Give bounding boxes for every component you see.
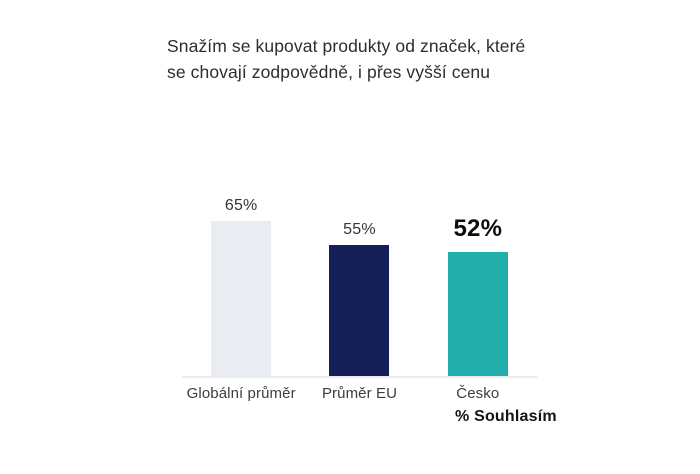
bar-value-label: 65% (224, 197, 258, 214)
category-labels-row: Globální průměr Průměr EU Česko (182, 378, 537, 402)
footnote-label: % Souhlasím (455, 408, 557, 425)
bar-category-label: Průměr EU (321, 385, 398, 402)
bar-value-label: 52% (453, 215, 503, 242)
chart-title: Snažím se kupovat produkty od značek, kt… (167, 36, 526, 82)
bar-group-1: 65% (182, 180, 300, 376)
bar (447, 252, 508, 376)
bar-category-label: Česko (456, 385, 500, 402)
axis-baseline (182, 376, 537, 378)
bar (211, 221, 272, 376)
bar-category-label: Globální průměr (186, 385, 296, 402)
bar-group-3: 52% (419, 180, 537, 376)
bars-row: 65% 55% 52% (182, 180, 537, 376)
bar (329, 245, 390, 376)
bar-group-2: 55% (300, 180, 418, 376)
bar-chart: 65% 55% 52% Globální průměr Průměr EU Česko (182, 180, 537, 402)
bar-value-label: 55% (343, 221, 376, 238)
